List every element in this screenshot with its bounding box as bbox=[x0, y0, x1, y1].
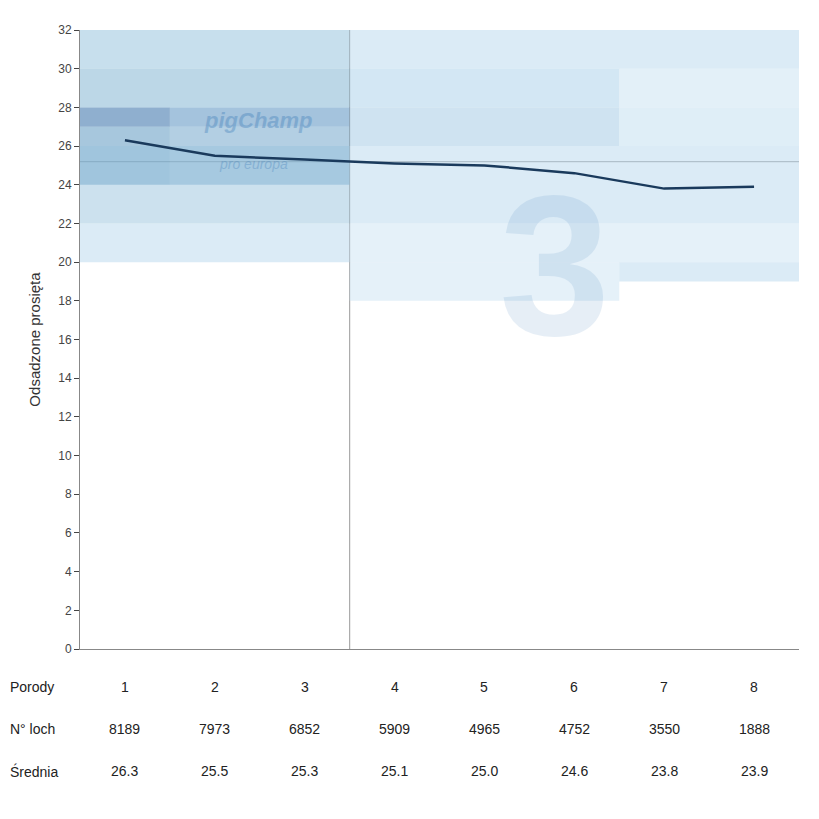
svg-text:Porody: Porody bbox=[10, 679, 54, 695]
svg-text:24: 24 bbox=[58, 178, 72, 192]
svg-text:8189: 8189 bbox=[109, 721, 140, 737]
svg-text:25.3: 25.3 bbox=[291, 763, 318, 779]
svg-text:N° loch: N° loch bbox=[10, 721, 55, 737]
svg-text:5: 5 bbox=[480, 679, 488, 695]
svg-text:pigChamp: pigChamp bbox=[204, 108, 313, 133]
svg-text:7973: 7973 bbox=[199, 721, 230, 737]
svg-text:26.3: 26.3 bbox=[111, 763, 138, 779]
svg-text:4965: 4965 bbox=[469, 721, 500, 737]
svg-text:12: 12 bbox=[58, 410, 72, 424]
svg-text:25.1: 25.1 bbox=[381, 763, 408, 779]
svg-text:8: 8 bbox=[65, 487, 72, 501]
svg-text:6: 6 bbox=[570, 679, 578, 695]
svg-text:4: 4 bbox=[391, 679, 399, 695]
svg-text:26: 26 bbox=[58, 139, 72, 153]
svg-text:25.5: 25.5 bbox=[201, 763, 228, 779]
svg-text:4: 4 bbox=[65, 565, 72, 579]
svg-text:25.0: 25.0 bbox=[471, 763, 498, 779]
svg-text:5909: 5909 bbox=[379, 721, 410, 737]
svg-text:24.6: 24.6 bbox=[561, 763, 588, 779]
svg-text:3550: 3550 bbox=[649, 721, 680, 737]
svg-text:28: 28 bbox=[58, 101, 72, 115]
svg-text:32: 32 bbox=[58, 23, 72, 37]
svg-text:0: 0 bbox=[65, 642, 72, 656]
svg-text:2: 2 bbox=[65, 604, 72, 618]
svg-text:Średnia: Średnia bbox=[10, 763, 58, 780]
svg-text:6852: 6852 bbox=[289, 721, 320, 737]
svg-text:1888: 1888 bbox=[739, 721, 770, 737]
svg-text:20: 20 bbox=[58, 255, 72, 269]
svg-text:1: 1 bbox=[121, 679, 129, 695]
svg-text:30: 30 bbox=[58, 62, 72, 76]
svg-text:23.9: 23.9 bbox=[741, 763, 768, 779]
svg-text:22: 22 bbox=[58, 217, 72, 231]
svg-text:8: 8 bbox=[750, 679, 758, 695]
svg-text:23.8: 23.8 bbox=[651, 763, 678, 779]
svg-text:10: 10 bbox=[58, 449, 72, 463]
svg-text:4752: 4752 bbox=[559, 721, 590, 737]
svg-text:Odsadzone prosięta: Odsadzone prosięta bbox=[26, 272, 43, 407]
svg-text:18: 18 bbox=[58, 294, 72, 308]
svg-text:14: 14 bbox=[58, 371, 72, 385]
svg-text:7: 7 bbox=[660, 679, 668, 695]
svg-text:3: 3 bbox=[301, 679, 309, 695]
svg-text:pro europa: pro europa bbox=[219, 156, 288, 172]
svg-text:16: 16 bbox=[58, 333, 72, 347]
svg-text:3: 3 bbox=[499, 154, 610, 377]
svg-text:2: 2 bbox=[211, 679, 219, 695]
svg-text:6: 6 bbox=[65, 526, 72, 540]
